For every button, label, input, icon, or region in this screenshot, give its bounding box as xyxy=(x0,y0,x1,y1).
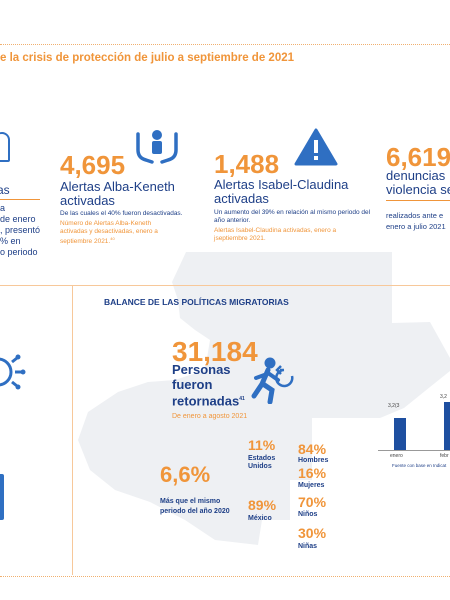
hombres-pct: 84% xyxy=(298,441,327,457)
usa-label: Estados Unidos xyxy=(248,455,276,470)
alba-note: De las cuales el 40% fueron desactivadas… xyxy=(60,210,183,217)
mini-chart-cat-1: enero xyxy=(390,453,403,459)
denuncias-number: 6,619 xyxy=(386,142,450,172)
bottom-dotted-rule xyxy=(0,576,450,577)
mini-chart-value-2: 3,2 xyxy=(440,394,447,400)
denuncias-underline xyxy=(386,200,450,201)
ninos-pct: 70% xyxy=(298,494,327,510)
increase-pct: 6,6% xyxy=(160,462,211,487)
usa-pct: 11% xyxy=(248,437,276,453)
isabel-label: Alertas Isabel-Claudina activadas xyxy=(214,177,349,206)
cane-icon xyxy=(0,474,4,520)
left-strip-line1: as xyxy=(0,183,10,197)
warning-icon xyxy=(294,128,338,166)
mini-chart-bar-2 xyxy=(444,402,450,450)
alba-number: 4,695 xyxy=(60,150,126,180)
balance-title: BALANCE DE LAS POLÍTICAS MIGRATORIAS xyxy=(104,297,289,307)
left-strip-line2: a xyxy=(0,203,6,213)
mex-label: México xyxy=(248,515,272,522)
hombres-label: Hombres xyxy=(298,457,329,464)
left-strip-line4: , presentó xyxy=(0,225,41,235)
ninos-label: Niños xyxy=(298,511,318,518)
increase-label: Más que el mismo periodo del año 2020 xyxy=(160,498,230,515)
mujeres-label: Mujeres xyxy=(298,482,325,489)
mex-pct: 89% xyxy=(248,497,277,513)
denuncias-label: denuncias violencia se xyxy=(386,168,450,197)
divider-vertical xyxy=(72,285,73,575)
isabel-note: Un aumento del 39% en relación al mismo … xyxy=(214,209,371,224)
left-strip-line3: de enero xyxy=(0,214,36,224)
isabel-number: 1,488 xyxy=(214,149,280,179)
mini-chart-bar-1 xyxy=(394,418,406,450)
denuncias-note: realizados ante e enero a julio 2021 xyxy=(386,211,446,231)
divider-horizontal xyxy=(0,285,450,286)
mini-chart-cat-2: febr xyxy=(440,453,449,459)
left-strip-line5: % en xyxy=(0,236,21,246)
mini-chart-source: Fuente con base en Indicat xyxy=(392,463,447,468)
mini-chart-value-1: 3,2(3 xyxy=(388,403,400,409)
ninas-label: Niñas xyxy=(298,543,318,550)
alba-note-orange: Número de Alertas Alba-Keneth activadas … xyxy=(60,220,158,246)
mujeres-pct: 16% xyxy=(298,465,327,481)
isabel-note-orange: Alertas Isabel-Claudina activadas, enero… xyxy=(214,227,337,242)
mini-chart-baseline xyxy=(378,450,450,451)
returned-label: Personas fueron retornadas41 xyxy=(172,362,245,409)
ninas-pct: 30% xyxy=(298,525,327,541)
returned-number: 31,184 xyxy=(172,336,258,367)
alba-label: Alertas Alba-Keneth activadas xyxy=(60,179,175,208)
virus-icon xyxy=(0,354,26,390)
page-title: e la crisis de protección de julio a sep… xyxy=(0,52,295,64)
runner-icon xyxy=(251,357,294,404)
top-dotted-rule xyxy=(0,44,450,45)
left-top-underline xyxy=(0,199,40,200)
left-strip-line6: o periodo xyxy=(0,247,38,257)
left-strip-icon xyxy=(0,132,10,162)
returned-period: De enero a agosto 2021 xyxy=(172,413,248,420)
family-icon xyxy=(136,130,178,164)
